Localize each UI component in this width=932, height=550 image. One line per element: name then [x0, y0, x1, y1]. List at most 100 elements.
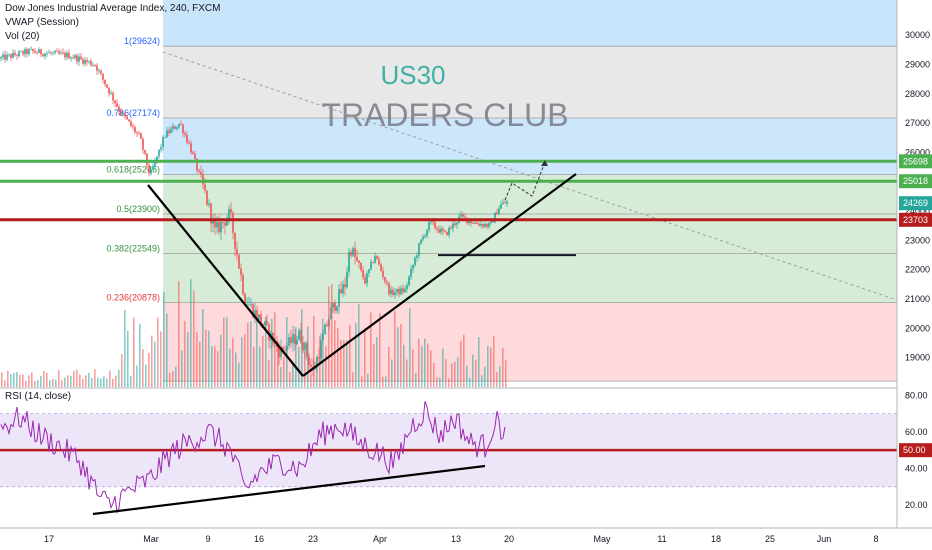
- candle-body: [80, 56, 82, 59]
- candle-body: [282, 347, 284, 350]
- candle-body: [76, 55, 78, 62]
- candle-body: [74, 55, 76, 59]
- candle-body: [288, 337, 290, 346]
- volume-bar: [151, 335, 153, 387]
- candle-body: [108, 87, 110, 94]
- candle-body: [386, 281, 388, 284]
- candle-body: [326, 324, 328, 326]
- candle-body: [86, 59, 88, 62]
- candle-body: [192, 152, 194, 155]
- volume-bar: [436, 377, 438, 387]
- candle-body: [416, 255, 418, 259]
- time-tick-label: 9: [205, 534, 210, 544]
- candle-body: [238, 254, 240, 269]
- candles: [0, 46, 508, 377]
- candle-body: [184, 133, 186, 135]
- candle-body: [218, 222, 220, 233]
- volume-bar: [31, 372, 33, 387]
- candle-body: [60, 52, 62, 54]
- key-level-badge-bg: [899, 212, 932, 227]
- volume-bar: [121, 354, 123, 387]
- volume-bar: [196, 331, 198, 387]
- rsi-label: RSI (14, close): [5, 391, 72, 402]
- volume-bar: [61, 380, 63, 387]
- candle-body: [172, 126, 174, 129]
- volume-bar: [409, 308, 411, 387]
- candle-body: [40, 49, 42, 55]
- volume-bar: [472, 354, 474, 387]
- volume-bar: [445, 359, 447, 387]
- volume-bar: [241, 337, 243, 387]
- candle-body: [366, 273, 368, 284]
- volume-bar: [85, 375, 87, 387]
- candle-body: [316, 357, 318, 369]
- volume-bar: [337, 327, 339, 387]
- volume-bar: [388, 347, 390, 387]
- volume-bar: [325, 346, 327, 387]
- candle-body: [164, 136, 166, 138]
- candle-body: [58, 51, 60, 54]
- candle-body: [182, 124, 184, 134]
- watermark-traders-club: TRADERS CLUB: [321, 97, 568, 133]
- candle-body: [78, 56, 80, 62]
- time-tick-label: Apr: [373, 534, 387, 544]
- volume-bar: [172, 371, 174, 387]
- volume-bar: [289, 371, 291, 387]
- candle-body: [124, 113, 126, 117]
- candle-body: [24, 49, 26, 55]
- candle-body: [54, 50, 56, 53]
- candle-body: [348, 251, 350, 272]
- candle-body: [200, 171, 202, 175]
- candle-body: [160, 147, 162, 150]
- price-tick-label: 21000: [905, 294, 930, 304]
- volume-bar: [139, 323, 141, 387]
- candle-body: [110, 93, 112, 94]
- candle-body: [134, 127, 136, 133]
- volume-bar: [277, 340, 279, 387]
- candle-body: [356, 257, 358, 261]
- volume-bar: [235, 352, 237, 387]
- candle-body: [102, 73, 104, 80]
- volume-bar: [397, 327, 399, 387]
- candle-body: [132, 125, 134, 128]
- volume-bar: [232, 338, 234, 387]
- candle-body: [498, 208, 500, 215]
- volume-bar: [106, 378, 108, 387]
- volume-bar: [268, 359, 270, 387]
- candle-body: [424, 235, 426, 237]
- candle-body: [364, 277, 366, 284]
- volume-bar: [376, 337, 378, 387]
- volume-bar: [448, 378, 450, 387]
- candle-body: [2, 54, 4, 58]
- candle-body: [130, 121, 132, 126]
- candle-body: [414, 258, 416, 266]
- volume-bar: [55, 379, 57, 387]
- volume-bar: [52, 378, 54, 387]
- candle-body: [476, 222, 478, 224]
- candle-body: [12, 52, 14, 58]
- candle-body: [16, 55, 18, 57]
- fib-level-label: 0.5(23900): [116, 204, 160, 214]
- volume-bar: [340, 340, 342, 387]
- rsi-tick-label: 20.00: [905, 500, 928, 510]
- candle-body: [494, 212, 496, 223]
- volume-bar: [256, 317, 258, 387]
- candle-body: [128, 119, 130, 122]
- volume-bar: [367, 373, 369, 387]
- volume-bar: [295, 326, 297, 387]
- rsi-tick-label: 40.00: [905, 463, 928, 473]
- candle-body: [118, 106, 120, 112]
- volume-bar: [427, 343, 429, 387]
- fib-level-label: 0.618(25245): [106, 165, 160, 175]
- volume-bar: [4, 380, 6, 387]
- time-tick-label: 18: [711, 534, 721, 544]
- candle-body: [398, 288, 400, 295]
- v-left-trendline: [147, 184, 304, 377]
- volume-bar: [223, 317, 225, 387]
- volume-bar: [205, 329, 207, 387]
- candle-body: [324, 324, 326, 335]
- candle-body: [30, 48, 32, 50]
- candle-body: [90, 61, 92, 66]
